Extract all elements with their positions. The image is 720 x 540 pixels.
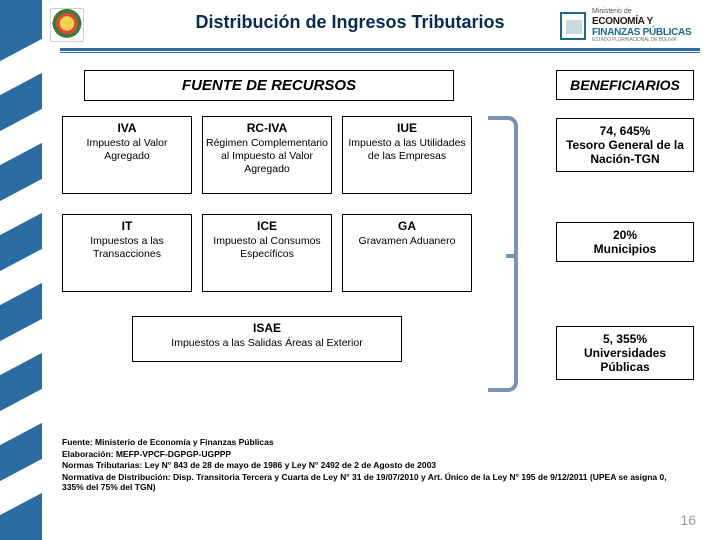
tax-ice-desc: Impuesto al Consumos Específicos [213,235,320,260]
ministry-logo-line1: Ministerio de [592,8,632,15]
tax-iva-code: IVA [66,121,188,136]
diagram: FUENTE DE RECURSOS BENEFICIARIOS IVA Imp… [62,70,700,430]
page-title: Distribución de Ingresos Tributarios [140,12,560,33]
tax-iue-code: IUE [346,121,468,136]
beneficiary-univ-name: Universidades Públicas [584,346,666,374]
slide: Distribución de Ingresos Tributarios Min… [0,0,720,540]
tax-iue-desc: Impuesto a las Utilidades de las Empresa… [348,137,465,162]
tax-ga-desc: Gravamen Aduanero [359,235,456,247]
beneficiary-univ: 5, 355% Universidades Públicas [556,326,694,380]
side-strip [0,0,42,540]
tax-rciva-desc: Régimen Complementario al Impuesto al Va… [206,137,328,175]
tax-ice: ICE Impuesto al Consumos Específicos [202,214,332,292]
tax-rciva-code: RC-IVA [206,121,328,136]
bolivia-shield-icon [50,8,84,42]
header-beneficiarios: BENEFICIARIOS [556,70,694,100]
ministry-logo: Ministerio de ECONOMÍA Y FINANZAS PÚBLIC… [560,6,700,46]
header-rule-thin [60,52,700,53]
tax-iva: IVA Impuesto al Valor Agregado [62,116,192,194]
tax-it-code: IT [66,219,188,234]
beneficiary-muni-name: Municipios [594,242,657,256]
beneficiary-muni-pct: 20% [613,228,637,242]
tax-isae-desc: Impuestos a las Salidas Áreas al Exterio… [171,337,362,349]
beneficiary-muni: 20% Municipios [556,222,694,262]
header-fuentes: FUENTE DE RECURSOS [84,70,454,101]
bracket-icon [488,116,518,392]
tax-iue: IUE Impuesto a las Utilidades de las Emp… [342,116,472,194]
ministry-logo-line2: ECONOMÍA Y [592,16,653,27]
ministry-logo-line4: ESTADO PLURINACIONAL DE BOLIVIA [592,37,677,43]
tax-isae-code: ISAE [136,321,398,336]
tax-rciva: RC-IVA Régimen Complementario al Impuest… [202,116,332,194]
tax-ga: GA Gravamen Aduanero [342,214,472,292]
beneficiary-tgn-name: Tesoro General de la Nación-TGN [566,138,684,166]
footnote-line2: Elaboración: MEFP-VPCF-DGPGP-UGPPP [62,449,231,459]
tax-iva-desc: Impuesto al Valor Agregado [87,137,168,162]
tax-ga-code: GA [346,219,468,234]
tax-it-desc: Impuestos a las Transacciones [90,235,164,260]
ministry-logo-icon [560,12,586,40]
page-number: 16 [680,512,696,528]
tax-ice-code: ICE [206,219,328,234]
footnote-line3: Normas Tributarias: Ley N° 843 de 28 de … [62,460,436,470]
tax-isae: ISAE Impuestos a las Salidas Áreas al Ex… [132,316,402,362]
footnote-line1: Fuente: Ministerio de Economía y Finanza… [62,437,274,447]
tax-it: IT Impuestos a las Transacciones [62,214,192,292]
beneficiary-tgn-pct: 74, 645% [600,124,651,138]
footnote-line4: Normativa de Distribución: Disp. Transit… [62,472,667,493]
footnotes: Fuente: Ministerio de Economía y Finanza… [62,437,670,494]
header-rule [60,48,700,51]
beneficiary-univ-pct: 5, 355% [603,332,647,346]
beneficiary-tgn: 74, 645% Tesoro General de la Nación-TGN [556,118,694,172]
